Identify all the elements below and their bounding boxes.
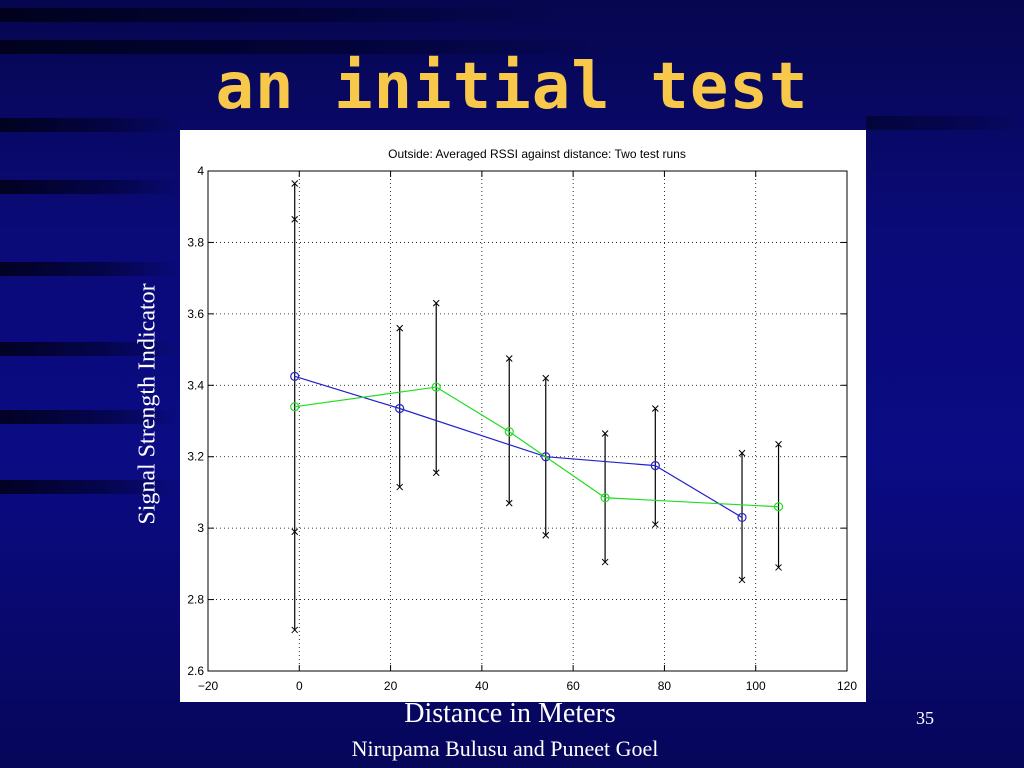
background-stripe: [0, 262, 180, 276]
error-bar-cap: [396, 483, 404, 491]
error-bar-cap: [396, 324, 404, 332]
error-bar-cap-stroke: [505, 355, 513, 362]
error-bar-cap: [505, 355, 513, 362]
y-tick-label: 3: [197, 521, 204, 535]
error-bar-cap-stroke: [775, 440, 782, 448]
y-tick-label: 2.8: [187, 593, 204, 607]
error-bar-cap: [738, 449, 746, 457]
error-bar-cap: [651, 405, 659, 412]
error-bar-cap: [432, 299, 440, 307]
error-bar-cap: [738, 576, 746, 584]
error-bar-cap-stroke: [505, 499, 513, 507]
background-stripe: [0, 410, 180, 424]
background-stripe: [0, 342, 180, 356]
x-tick-label: −20: [198, 679, 219, 693]
error-bar-cap-stroke: [396, 324, 404, 332]
error-bar-cap-stroke: [542, 374, 550, 382]
page-number: 35: [916, 708, 934, 728]
series-2-point: [504, 427, 514, 437]
error-bar-cap: [601, 430, 609, 437]
error-bar-cap-stroke: [738, 576, 746, 584]
series-1-point: [541, 452, 551, 462]
error-bar-cap-stroke: [651, 405, 659, 412]
background-stripe: [0, 118, 180, 132]
x-tick-label: 20: [384, 679, 398, 693]
error-bar-cap: [542, 374, 550, 382]
background-stripe: [0, 480, 180, 494]
error-bar-cap-stroke: [542, 531, 550, 539]
series-layer: [290, 371, 784, 523]
error-bar-cap-stroke: [291, 626, 299, 634]
error-bar-cap: [542, 531, 550, 539]
error-bar-cap: [775, 440, 782, 448]
error-bar-cap: [775, 564, 782, 571]
series-1-point: [395, 403, 405, 414]
y-tick-label: 3.8: [187, 235, 204, 249]
error-bar-cap: [505, 499, 513, 507]
y-tick-label: 3.2: [187, 450, 204, 464]
plot-frame: [207, 170, 848, 672]
rssi-chart: Outside: Averaged RSSI against distance:…: [187, 147, 857, 693]
error-bar-cap-stroke: [291, 215, 299, 223]
x-tick-label: 0: [296, 679, 303, 693]
error-bar-cap: [651, 521, 659, 528]
error-bar-cap: [291, 215, 299, 223]
error-bar-cap-stroke: [432, 469, 440, 477]
y-axis-label: Signal Strength Indicator: [134, 283, 161, 525]
error-bar-cap: [601, 558, 609, 566]
series-1-point: [737, 512, 747, 523]
background-stripe: [0, 180, 180, 194]
background-stripe: [0, 40, 620, 54]
x-axis-label: Distance in Meters: [404, 698, 616, 729]
error-bar-layer: [291, 180, 782, 634]
error-bar-cap-stroke: [601, 558, 609, 566]
chart-title: Outside: Averaged RSSI against distance:…: [388, 147, 686, 161]
x-tick-label: 120: [837, 679, 857, 693]
error-bar-cap-stroke: [651, 521, 659, 528]
ticks-layer: −20 0 20 40 60 80 100 120 2.6 2.8 3 3.2 3.4 3.6 3.8 4: [187, 164, 857, 693]
y-tick-label: 2.6: [187, 664, 204, 678]
error-bar-cap-stroke: [775, 564, 782, 571]
series-2-point: [600, 493, 610, 503]
error-bar-cap-stroke: [738, 449, 746, 457]
footer-authors: Nirupama Bulusu and Puneet Goel: [351, 736, 659, 761]
series-1-point: [650, 461, 660, 471]
x-tick-label: 80: [658, 679, 672, 693]
y-tick-label: 4: [197, 164, 204, 178]
error-bar-cap: [432, 469, 440, 477]
series-1-point: [290, 371, 300, 381]
error-bar-cap: [291, 180, 299, 187]
x-tick-label: 100: [746, 679, 766, 693]
error-bar-cap-stroke: [601, 430, 609, 437]
y-tick-label: 3.4: [187, 378, 204, 392]
series-2-point: [773, 502, 784, 512]
x-tick-label: 60: [566, 679, 580, 693]
series-2-point: [290, 402, 300, 412]
error-bar-cap-stroke: [291, 180, 299, 187]
grid-layer: [208, 171, 847, 671]
error-bar-cap-stroke: [432, 299, 440, 307]
background-stripe: [0, 8, 560, 22]
chart-panel: Outside: Averaged RSSI against distance:…: [180, 130, 866, 702]
x-tick-label: 40: [475, 679, 489, 693]
y-tick-label: 3.6: [187, 307, 204, 321]
background-stripe: [866, 116, 1024, 130]
error-bar-cap-stroke: [396, 483, 404, 491]
error-bar-cap-stroke: [291, 528, 299, 536]
error-bar-cap: [291, 528, 299, 536]
series-line-2: [294, 386, 779, 508]
series-2-point: [431, 382, 441, 392]
error-bar-cap: [291, 626, 299, 634]
slide-title: an initial test: [215, 50, 809, 124]
